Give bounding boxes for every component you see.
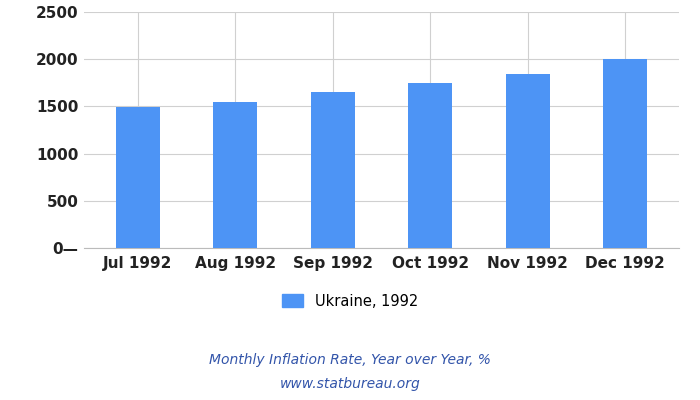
Bar bbox=[214, 102, 257, 248]
Bar bbox=[506, 74, 550, 248]
Bar bbox=[408, 83, 452, 248]
Bar bbox=[603, 59, 648, 248]
Text: www.statbureau.org: www.statbureau.org bbox=[279, 377, 421, 391]
Bar bbox=[311, 92, 355, 248]
Bar bbox=[116, 107, 160, 248]
Text: Monthly Inflation Rate, Year over Year, %: Monthly Inflation Rate, Year over Year, … bbox=[209, 353, 491, 367]
Legend: Ukraine, 1992: Ukraine, 1992 bbox=[276, 288, 424, 315]
